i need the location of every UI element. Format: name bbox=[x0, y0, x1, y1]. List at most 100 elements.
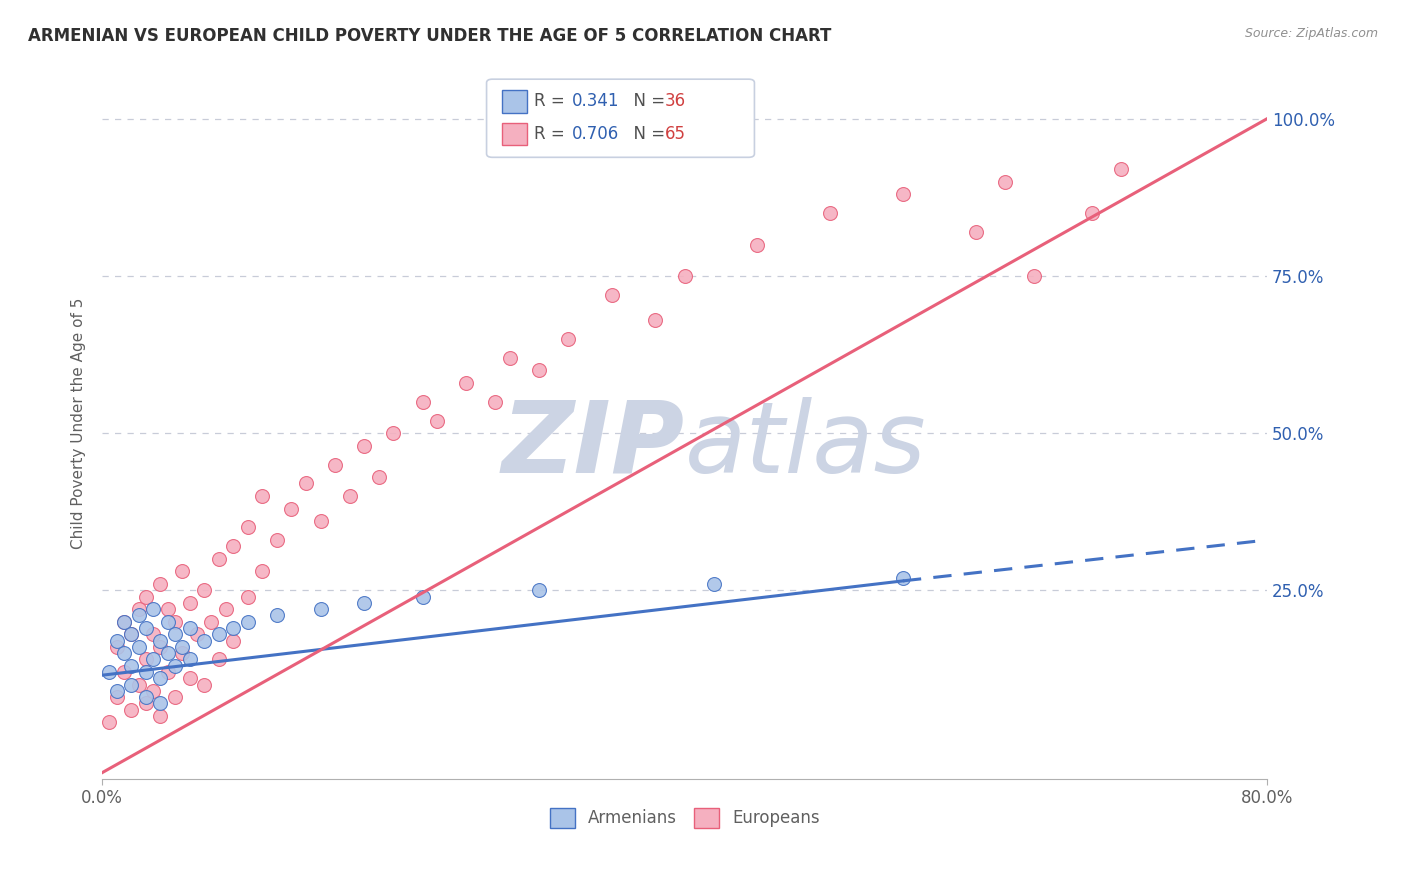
Point bbox=[163, 615, 186, 629]
Point bbox=[156, 602, 179, 616]
Text: 36: 36 bbox=[665, 92, 686, 111]
Point bbox=[527, 363, 550, 377]
Point bbox=[193, 633, 215, 648]
Y-axis label: Child Poverty Under the Age of 5: Child Poverty Under the Age of 5 bbox=[72, 298, 86, 549]
Point bbox=[193, 583, 215, 598]
Text: 0.341: 0.341 bbox=[572, 92, 619, 111]
Point bbox=[98, 715, 121, 730]
Point bbox=[179, 671, 201, 685]
Point bbox=[142, 652, 165, 666]
Point bbox=[163, 690, 186, 705]
Point bbox=[557, 332, 579, 346]
Point bbox=[644, 313, 666, 327]
Point bbox=[172, 646, 194, 660]
Point bbox=[120, 703, 142, 717]
Text: Source: ZipAtlas.com: Source: ZipAtlas.com bbox=[1244, 27, 1378, 40]
Point bbox=[208, 552, 231, 566]
Point bbox=[673, 268, 696, 283]
Point bbox=[179, 621, 201, 635]
Point bbox=[128, 608, 150, 623]
Point bbox=[309, 602, 332, 616]
Point bbox=[222, 539, 245, 553]
Point bbox=[149, 577, 172, 591]
Point bbox=[747, 237, 769, 252]
Point bbox=[703, 577, 725, 591]
FancyBboxPatch shape bbox=[486, 79, 755, 157]
Point bbox=[891, 571, 914, 585]
Point bbox=[456, 376, 478, 390]
Text: 0.706: 0.706 bbox=[572, 125, 619, 143]
Point bbox=[149, 709, 172, 723]
Text: N =: N = bbox=[623, 125, 671, 143]
Text: R =: R = bbox=[534, 92, 571, 111]
Point bbox=[163, 658, 186, 673]
Point bbox=[149, 640, 172, 654]
Point bbox=[200, 615, 222, 629]
Point bbox=[186, 627, 208, 641]
Point bbox=[120, 678, 142, 692]
Point bbox=[120, 627, 142, 641]
Point bbox=[105, 684, 128, 698]
Point bbox=[156, 665, 179, 679]
Point bbox=[142, 627, 165, 641]
Point bbox=[208, 652, 231, 666]
Point bbox=[527, 583, 550, 598]
Point bbox=[156, 615, 179, 629]
Point bbox=[236, 520, 259, 534]
Point bbox=[120, 658, 142, 673]
Point bbox=[215, 602, 238, 616]
Point bbox=[142, 684, 165, 698]
Point bbox=[135, 665, 157, 679]
Point bbox=[382, 426, 405, 441]
Point bbox=[1022, 268, 1045, 283]
Point bbox=[965, 225, 987, 239]
Point bbox=[339, 489, 361, 503]
Point bbox=[266, 608, 288, 623]
Point bbox=[112, 615, 135, 629]
Text: N =: N = bbox=[623, 92, 671, 111]
Point bbox=[818, 206, 841, 220]
Point bbox=[236, 590, 259, 604]
Point bbox=[411, 590, 433, 604]
Point bbox=[135, 590, 157, 604]
Point bbox=[149, 633, 172, 648]
Text: R =: R = bbox=[534, 125, 571, 143]
Point bbox=[149, 697, 172, 711]
Point bbox=[142, 602, 165, 616]
Point bbox=[353, 439, 375, 453]
Text: 65: 65 bbox=[665, 125, 686, 143]
Point bbox=[252, 565, 274, 579]
Point bbox=[112, 646, 135, 660]
Point bbox=[295, 476, 318, 491]
Text: ARMENIAN VS EUROPEAN CHILD POVERTY UNDER THE AGE OF 5 CORRELATION CHART: ARMENIAN VS EUROPEAN CHILD POVERTY UNDER… bbox=[28, 27, 831, 45]
FancyBboxPatch shape bbox=[502, 90, 527, 112]
Point bbox=[600, 288, 623, 302]
Point bbox=[309, 514, 332, 528]
Point bbox=[128, 678, 150, 692]
Point bbox=[163, 627, 186, 641]
Point bbox=[105, 690, 128, 705]
Point bbox=[266, 533, 288, 547]
Point bbox=[172, 565, 194, 579]
Point bbox=[353, 596, 375, 610]
Legend: Armenians, Europeans: Armenians, Europeans bbox=[543, 801, 827, 835]
Point bbox=[135, 690, 157, 705]
Point bbox=[112, 665, 135, 679]
Point bbox=[280, 501, 302, 516]
Point bbox=[112, 615, 135, 629]
Point bbox=[128, 640, 150, 654]
Point bbox=[367, 470, 389, 484]
Point bbox=[135, 697, 157, 711]
Text: atlas: atlas bbox=[685, 397, 927, 493]
Point bbox=[172, 640, 194, 654]
Point bbox=[499, 351, 522, 365]
Point bbox=[135, 652, 157, 666]
Point bbox=[484, 394, 506, 409]
Point bbox=[193, 678, 215, 692]
FancyBboxPatch shape bbox=[502, 122, 527, 145]
Point bbox=[222, 633, 245, 648]
Point bbox=[105, 633, 128, 648]
Point bbox=[222, 621, 245, 635]
Text: ZIP: ZIP bbox=[502, 397, 685, 493]
Point bbox=[411, 394, 433, 409]
